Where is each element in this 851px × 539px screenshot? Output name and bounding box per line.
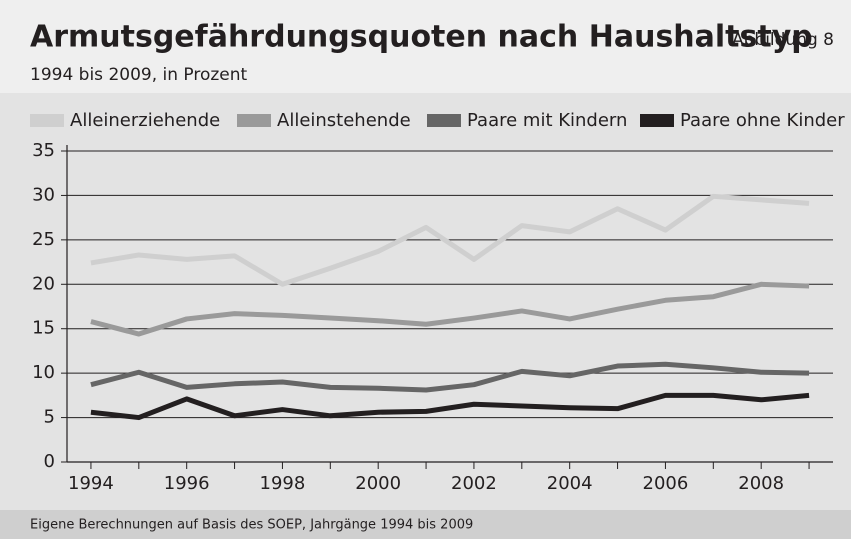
figure-label: Abbildung 8 (732, 30, 834, 50)
source: Eigene Berechnungen auf Basis des SOEP, … (30, 518, 473, 533)
series-line (90, 392, 810, 421)
x-tick-label: 2002 (451, 473, 497, 494)
footer (0, 510, 851, 539)
y-tick-label: 5 (44, 407, 55, 428)
x-tick-label: 1996 (164, 473, 210, 494)
x-tick-label: 2000 (355, 473, 401, 494)
x-tick-label: 2008 (738, 473, 784, 494)
y-tick-label: 0 (44, 451, 55, 472)
plot-background (0, 93, 851, 510)
x-tick-label: 1994 (68, 473, 114, 494)
y-tick-label: 10 (32, 362, 55, 383)
legend-label: Alleinstehende (277, 110, 411, 131)
legend-label: Paare mit Kindern (467, 110, 627, 131)
y-tick-label: 15 (32, 318, 55, 339)
series-line (90, 193, 810, 287)
legend-swatch (427, 114, 461, 127)
x-tick-label: 2004 (547, 473, 593, 494)
y-tick-label: 25 (32, 229, 55, 250)
legend-label: Paare ohne Kinder (680, 110, 845, 131)
series-line (90, 281, 810, 337)
legend-swatch (30, 114, 64, 127)
y-tick-label: 35 (32, 140, 55, 161)
chart-title: Armutsgefährdungsquoten nach Haushaltsty… (30, 20, 813, 55)
x-tick-label: 2006 (643, 473, 689, 494)
y-tick-label: 30 (32, 184, 55, 205)
header (0, 0, 851, 93)
subtitle: 1994 bis 2009, in Prozent (30, 65, 248, 85)
legend-label: Alleinerziehende (70, 110, 220, 131)
x-tick-label: 1998 (260, 473, 306, 494)
y-tick-label: 20 (32, 273, 55, 294)
legend-swatch (237, 114, 271, 127)
series-line (90, 361, 810, 393)
legend-swatch (640, 114, 674, 127)
